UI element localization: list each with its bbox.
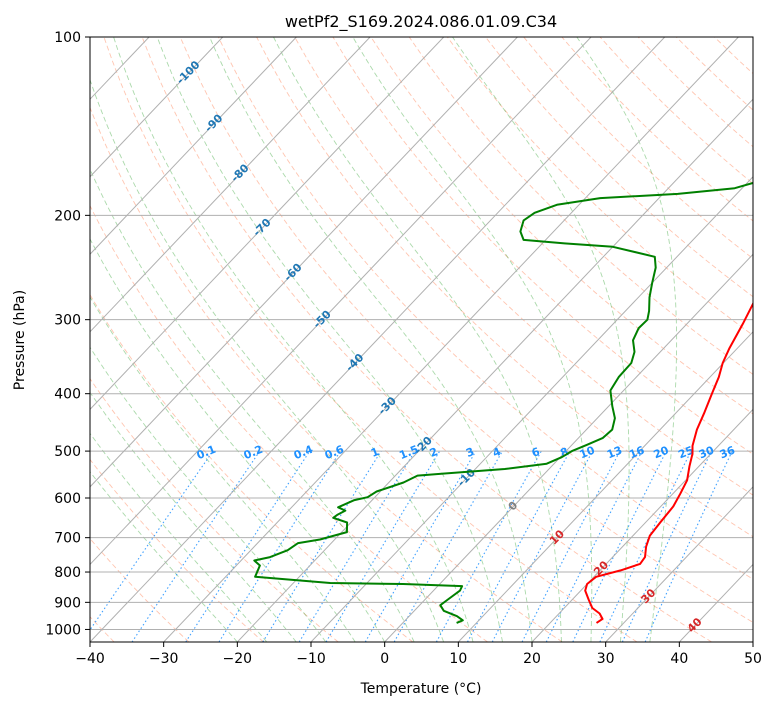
mixing-ratio-label: 20 — [652, 443, 671, 461]
mixing-ratio-label: 2 — [428, 445, 440, 460]
dry-adiabat — [179, 37, 753, 623]
y-tick-label: 200 — [54, 208, 81, 224]
mixing-ratio-label: 16 — [627, 443, 646, 461]
isotherm-line — [90, 37, 518, 488]
mixing-ratio-label: 10 — [578, 443, 597, 461]
isotherm-line — [90, 37, 297, 256]
moist-adiabat — [90, 470, 238, 642]
x-tick-label: −40 — [75, 651, 105, 667]
mixing-ratio-label: 1 — [369, 445, 381, 460]
mixing-ratio-line — [545, 450, 643, 642]
dry-adiabat — [408, 37, 753, 375]
moist-adiabat — [452, 37, 630, 642]
mixing-ratio-label: 8 — [558, 445, 570, 460]
mixing-ratio-line — [393, 450, 503, 642]
mixing-ratio-label: 30 — [697, 443, 716, 461]
chart-title: wetPf2_S169.2024.086.01.09.C34 — [285, 12, 557, 32]
mixing-ratio-label: 36 — [718, 443, 737, 461]
mixing-ratio-label: 3 — [464, 445, 476, 460]
y-tick-label: 800 — [54, 565, 81, 581]
dry-adiabat — [370, 37, 753, 415]
mixing-ratio-label: 13 — [605, 444, 624, 462]
temperature-line — [584, 301, 753, 624]
x-tick-label: 50 — [744, 651, 762, 667]
isotherm-line — [163, 37, 739, 642]
mixing-ratio-line — [218, 450, 341, 642]
y-tick-label: 1000 — [45, 622, 81, 638]
y-tick-label: 600 — [54, 491, 81, 507]
moist-adiabat — [90, 346, 327, 642]
moist-adiabat — [90, 78, 445, 642]
isotherm-line — [236, 98, 753, 642]
isotherm-line — [310, 176, 753, 642]
mixing-ratio-line — [435, 450, 542, 642]
x-tick-label: 0 — [380, 651, 389, 667]
dry-adiabat — [103, 37, 638, 642]
moist-adiabat — [90, 391, 297, 642]
mixing-ratio-label: 25 — [676, 444, 695, 462]
x-axis-ticks: −40 −30 −20 −10 0 10 20 30 40 50 — [75, 642, 762, 667]
y-tick-label: 700 — [54, 531, 81, 547]
x-tick-label: 40 — [670, 651, 688, 667]
mixing-ratio-line — [90, 450, 214, 631]
isotherm-line — [384, 253, 753, 642]
mixing-ratio-line — [262, 450, 382, 642]
moist-adiabat — [90, 296, 356, 642]
moist-adiabat — [352, 37, 593, 642]
moist-adiabat — [90, 237, 386, 642]
moist-adiabat — [209, 37, 533, 642]
dry-adiabat — [485, 37, 753, 298]
moist-adiabat — [156, 37, 503, 642]
dry-adiabat — [217, 37, 753, 580]
moist-adiabat — [113, 37, 474, 642]
isotherm-line — [90, 37, 445, 411]
y-tick-label: 500 — [54, 444, 81, 460]
moist-adiabat — [273, 37, 562, 642]
isotherms — [90, 37, 753, 642]
x-tick-label: −30 — [149, 651, 179, 667]
isotherm-line — [531, 408, 753, 642]
moist-adiabat — [576, 37, 678, 642]
x-tick-label: −20 — [223, 651, 253, 667]
y-axis-ticks: 100 200 300 400 500 600 700 800 900 1000 — [45, 30, 90, 638]
dry-adiabat — [294, 37, 753, 496]
x-tick-label: 10 — [449, 651, 467, 667]
isotherm-line — [90, 37, 371, 333]
mixing-ratio-line — [298, 450, 416, 642]
isotherm-line — [90, 37, 224, 178]
dry-adiabats — [90, 37, 753, 642]
dry-adiabat — [90, 204, 488, 642]
y-tick-label: 900 — [54, 595, 81, 611]
mixing-ratio-line — [185, 450, 311, 642]
x-tick-label: 30 — [597, 651, 615, 667]
dry-adiabat — [90, 106, 563, 642]
isotherm-line — [457, 331, 753, 642]
moist-adiabats — [90, 37, 678, 642]
x-axis-label: Temperature (°C) — [360, 681, 482, 697]
isotherm-line — [90, 37, 592, 566]
y-tick-label: 100 — [54, 30, 81, 46]
x-tick-label: 20 — [523, 651, 541, 667]
plot-frame — [89, 36, 754, 643]
sounding-series — [253, 181, 753, 624]
dry-adiabat — [141, 37, 712, 642]
isotherm-line — [90, 37, 666, 642]
y-tick-label: 400 — [54, 387, 81, 403]
mixing-ratio-line — [572, 450, 667, 642]
mixing-ratio-line — [467, 450, 571, 642]
x-tick-label: −10 — [296, 651, 326, 667]
dry-adiabat — [90, 458, 264, 642]
y-tick-label: 300 — [54, 313, 81, 329]
isotherm-line — [605, 486, 753, 642]
dry-adiabat — [90, 537, 190, 642]
y-axis-label: Pressure (hPa) — [12, 290, 28, 390]
dewpoint-line — [253, 181, 753, 624]
